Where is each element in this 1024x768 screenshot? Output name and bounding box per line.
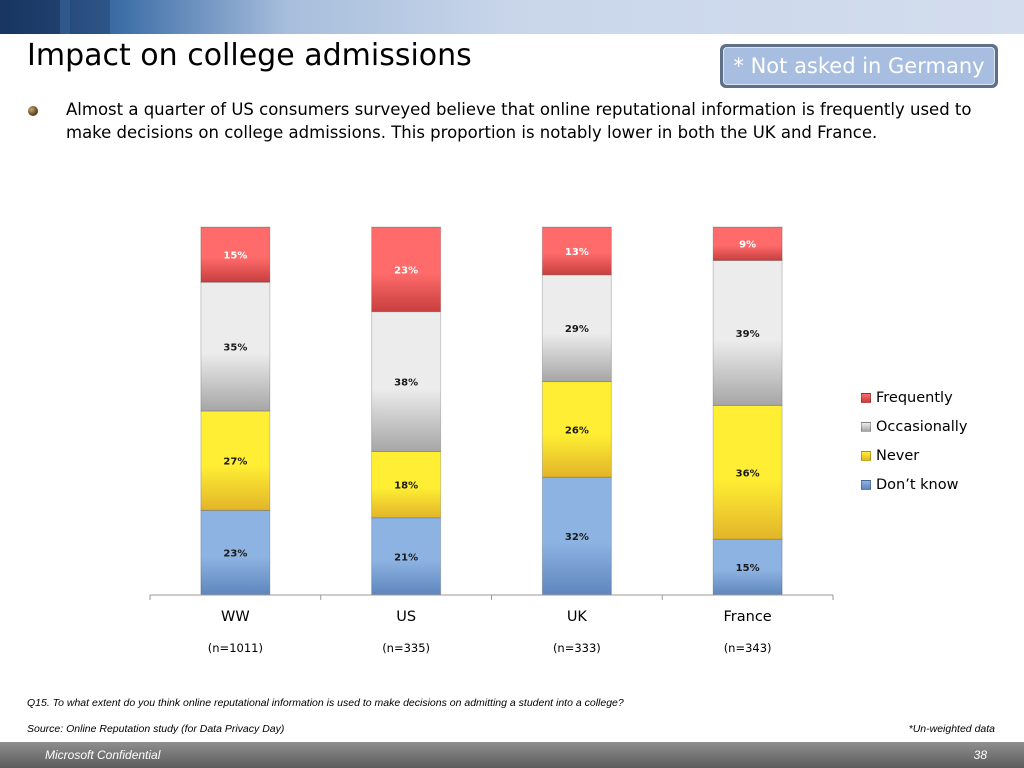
legend-label-occasionally: Occasionally <box>876 418 968 435</box>
data-label-us-don-t-know: 21% <box>394 552 418 563</box>
data-label-uk-occasionally: 29% <box>565 324 589 335</box>
legend-item-never: Never <box>861 441 967 470</box>
bar-segment-us-occasionally <box>371 311 442 452</box>
data-label-france-don-t-know: 15% <box>736 563 760 574</box>
legend-label-never: Never <box>876 447 920 464</box>
note-callout-text: * Not asked in Germany <box>723 47 995 85</box>
data-label-france-never: 36% <box>736 468 760 479</box>
bar-segment-ww-occasionally <box>200 281 271 412</box>
data-label-france-occasionally: 39% <box>736 329 760 340</box>
data-label-ww-occasionally: 35% <box>223 343 247 354</box>
bar-segment-uk-don-t-know <box>541 476 612 596</box>
sample-size-label-ww: (n=1011) <box>208 641 263 655</box>
data-label-uk-don-t-know: 32% <box>565 532 589 543</box>
data-label-us-occasionally: 38% <box>394 378 418 389</box>
data-label-us-never: 18% <box>394 481 418 492</box>
bar-segment-us-frequently <box>371 226 442 313</box>
legend-label-frequently: Frequently <box>876 389 953 406</box>
data-label-ww-don-t-know: 23% <box>223 549 247 560</box>
data-label-us-frequently: 23% <box>394 265 418 276</box>
legend-label-don-t-know: Don’t know <box>876 476 959 493</box>
stacked-bar-chart: 23% 27% 35% 15% 21% 18% 38% 23% 32% 26% 29% 13% 15% 3… <box>149 226 834 655</box>
bar-segment-uk-never <box>541 381 612 478</box>
data-label-france-frequently: 9% <box>739 240 756 251</box>
chart-legend: Frequently Occasionally Never Don’t know <box>861 383 967 499</box>
bar-segment-france-occasionally <box>712 259 783 406</box>
top-banner <box>0 0 1024 34</box>
bar-segment-ww-frequently <box>200 226 271 283</box>
sample-size-label-uk: (n=333) <box>553 641 601 655</box>
legend-item-frequently: Frequently <box>861 383 967 412</box>
banner-building-graphic <box>0 0 60 34</box>
bar-segment-france-never <box>712 404 783 540</box>
legend-item-occasionally: Occasionally <box>861 412 967 441</box>
sample-size-label-us: (n=335) <box>382 641 430 655</box>
data-label-uk-never: 26% <box>565 425 589 436</box>
category-label-us: US <box>396 609 416 625</box>
category-label-france: France <box>724 609 772 625</box>
bar-segment-france-don-t-know <box>712 538 783 596</box>
confidential-label: Microsoft Confidential <box>45 748 161 762</box>
legend-swatch-don-t-know <box>861 479 871 490</box>
legend-swatch-frequently <box>861 392 871 403</box>
source-footnote: Source: Online Reputation study (for Dat… <box>27 723 285 735</box>
note-callout: * Not asked in Germany <box>720 44 998 88</box>
bar-segment-us-don-t-know <box>371 517 442 596</box>
data-label-uk-frequently: 13% <box>565 247 589 258</box>
legend-swatch-never <box>861 450 871 461</box>
bullet-text: Almost a quarter of US consumers surveye… <box>66 100 972 142</box>
bar-segment-ww-never <box>200 410 271 511</box>
footer-bar: Microsoft Confidential 38 <box>0 742 1024 768</box>
data-label-ww-never: 27% <box>223 457 247 468</box>
banner-building-graphic <box>70 0 110 34</box>
legend-swatch-occasionally <box>861 421 871 432</box>
bar-segment-us-never <box>371 450 442 519</box>
page-number: 38 <box>973 748 987 762</box>
weighting-footnote: *Un-weighted data <box>908 723 995 735</box>
legend-item-don-t-know: Don’t know <box>861 470 967 499</box>
bar-segment-uk-frequently <box>541 226 612 276</box>
sample-size-label-france: (n=343) <box>724 641 772 655</box>
category-label-ww: WW <box>221 609 250 625</box>
slide-title: Impact on college admissions <box>27 38 472 73</box>
data-label-ww-frequently: 15% <box>223 251 247 262</box>
question-footnote: Q15. To what extent do you think online … <box>27 697 624 709</box>
bar-segment-uk-occasionally <box>541 274 612 383</box>
category-label-uk: UK <box>567 609 588 625</box>
bullet-icon <box>28 106 38 116</box>
bar-segment-france-frequently <box>712 226 783 261</box>
